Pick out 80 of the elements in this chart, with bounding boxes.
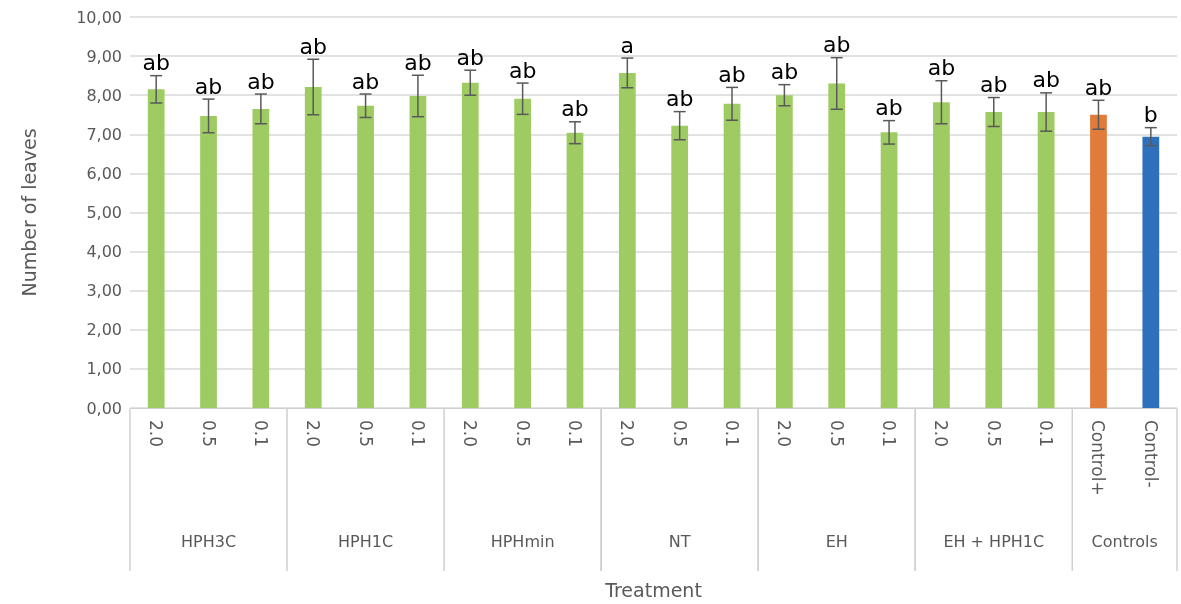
x-tick-label: 0.5 [198, 420, 219, 448]
text: HPH1C [338, 531, 394, 551]
y-tick-label: 10,00 [76, 7, 122, 27]
data-label: ab [142, 50, 170, 76]
bar [776, 95, 793, 408]
x-tick-label: 2.0 [303, 420, 324, 448]
x-tick-label: 0.5 [826, 420, 847, 448]
text: HPHmin [490, 531, 555, 551]
bar [1142, 136, 1160, 408]
y-tick-label: 7,00 [86, 124, 122, 144]
x-tick-label: 0.5 [355, 420, 376, 448]
bar [200, 115, 217, 408]
bar [566, 132, 584, 408]
y-tick-label: 8,00 [86, 85, 122, 105]
bar [1037, 112, 1055, 408]
x-tick-label: 2.0 [931, 420, 952, 448]
bar [880, 132, 898, 408]
data-label: ab [194, 73, 223, 99]
data-label: ab [1032, 67, 1060, 93]
bar [933, 102, 950, 408]
text: EH [825, 531, 848, 551]
bar [671, 125, 689, 408]
data-label: a [620, 32, 635, 58]
bar [409, 95, 427, 408]
data-label: ab [351, 68, 380, 94]
data-label: ab [456, 44, 484, 70]
bar [357, 105, 374, 408]
x-tick-label: 0.1 [1036, 420, 1057, 448]
x-tick-label: 2.0 [146, 420, 167, 448]
data-label: ab [770, 59, 799, 85]
y-tick-label: 2,00 [86, 320, 122, 340]
x-tick-label: 0.5 [669, 420, 690, 448]
y-tick-label: 1,00 [86, 359, 122, 379]
x-tick-label: 2.0 [774, 420, 795, 448]
bar [723, 103, 741, 408]
data-label: ab [508, 57, 537, 83]
y-tick-label: 6,00 [86, 163, 122, 183]
data-label: ab [299, 33, 327, 59]
data-label: ab [980, 72, 1008, 98]
bar [252, 108, 270, 408]
x-tick-label: Control+ [1088, 420, 1109, 496]
x-tick-label: 0.1 [722, 420, 743, 448]
x-tick-label: 0.1 [879, 420, 900, 448]
x-tick-label: 0.5 [512, 420, 533, 448]
bar [618, 72, 636, 408]
y-tick-label: 9,00 [86, 46, 122, 66]
x-tick-label: Control- [1140, 420, 1161, 488]
text: Controls [1091, 531, 1158, 551]
y-axis-title: Number of leaves [17, 128, 40, 297]
data-label: ab [247, 68, 275, 94]
data-label: ab [823, 32, 851, 58]
x-tick-label: 0.5 [983, 420, 1004, 448]
bar [147, 89, 165, 408]
data-label: ab [665, 86, 694, 112]
data-label: b [1143, 102, 1158, 128]
data-label: ab [404, 49, 432, 75]
bar [828, 83, 846, 408]
data-label: ab [1084, 74, 1113, 100]
x-tick-label: 0.1 [407, 420, 428, 448]
y-tick-label: 4,00 [86, 242, 122, 262]
text: HPH3C [180, 531, 237, 551]
bar [1090, 114, 1107, 408]
data-label: ab [561, 96, 589, 122]
x-axis-title: Treatment [604, 578, 702, 601]
y-tick-label: 5,00 [86, 203, 122, 222]
text: EH + HPH1C [943, 531, 1045, 551]
data-label: ab [875, 95, 903, 121]
x-tick-label: 0.1 [564, 420, 585, 448]
text: NT [668, 531, 691, 551]
bar [985, 112, 1003, 408]
x-tick-label: 2.0 [460, 420, 481, 448]
bar [514, 98, 531, 408]
bar [304, 86, 322, 408]
data-label: ab [718, 61, 746, 87]
data-label: ab [927, 55, 956, 81]
y-tick-label: 3,00 [86, 281, 122, 301]
bar [461, 82, 479, 408]
x-tick-label: 2.0 [617, 420, 638, 448]
y-tick-label: 0,00 [86, 398, 122, 418]
x-tick-label: 0.1 [250, 420, 271, 448]
